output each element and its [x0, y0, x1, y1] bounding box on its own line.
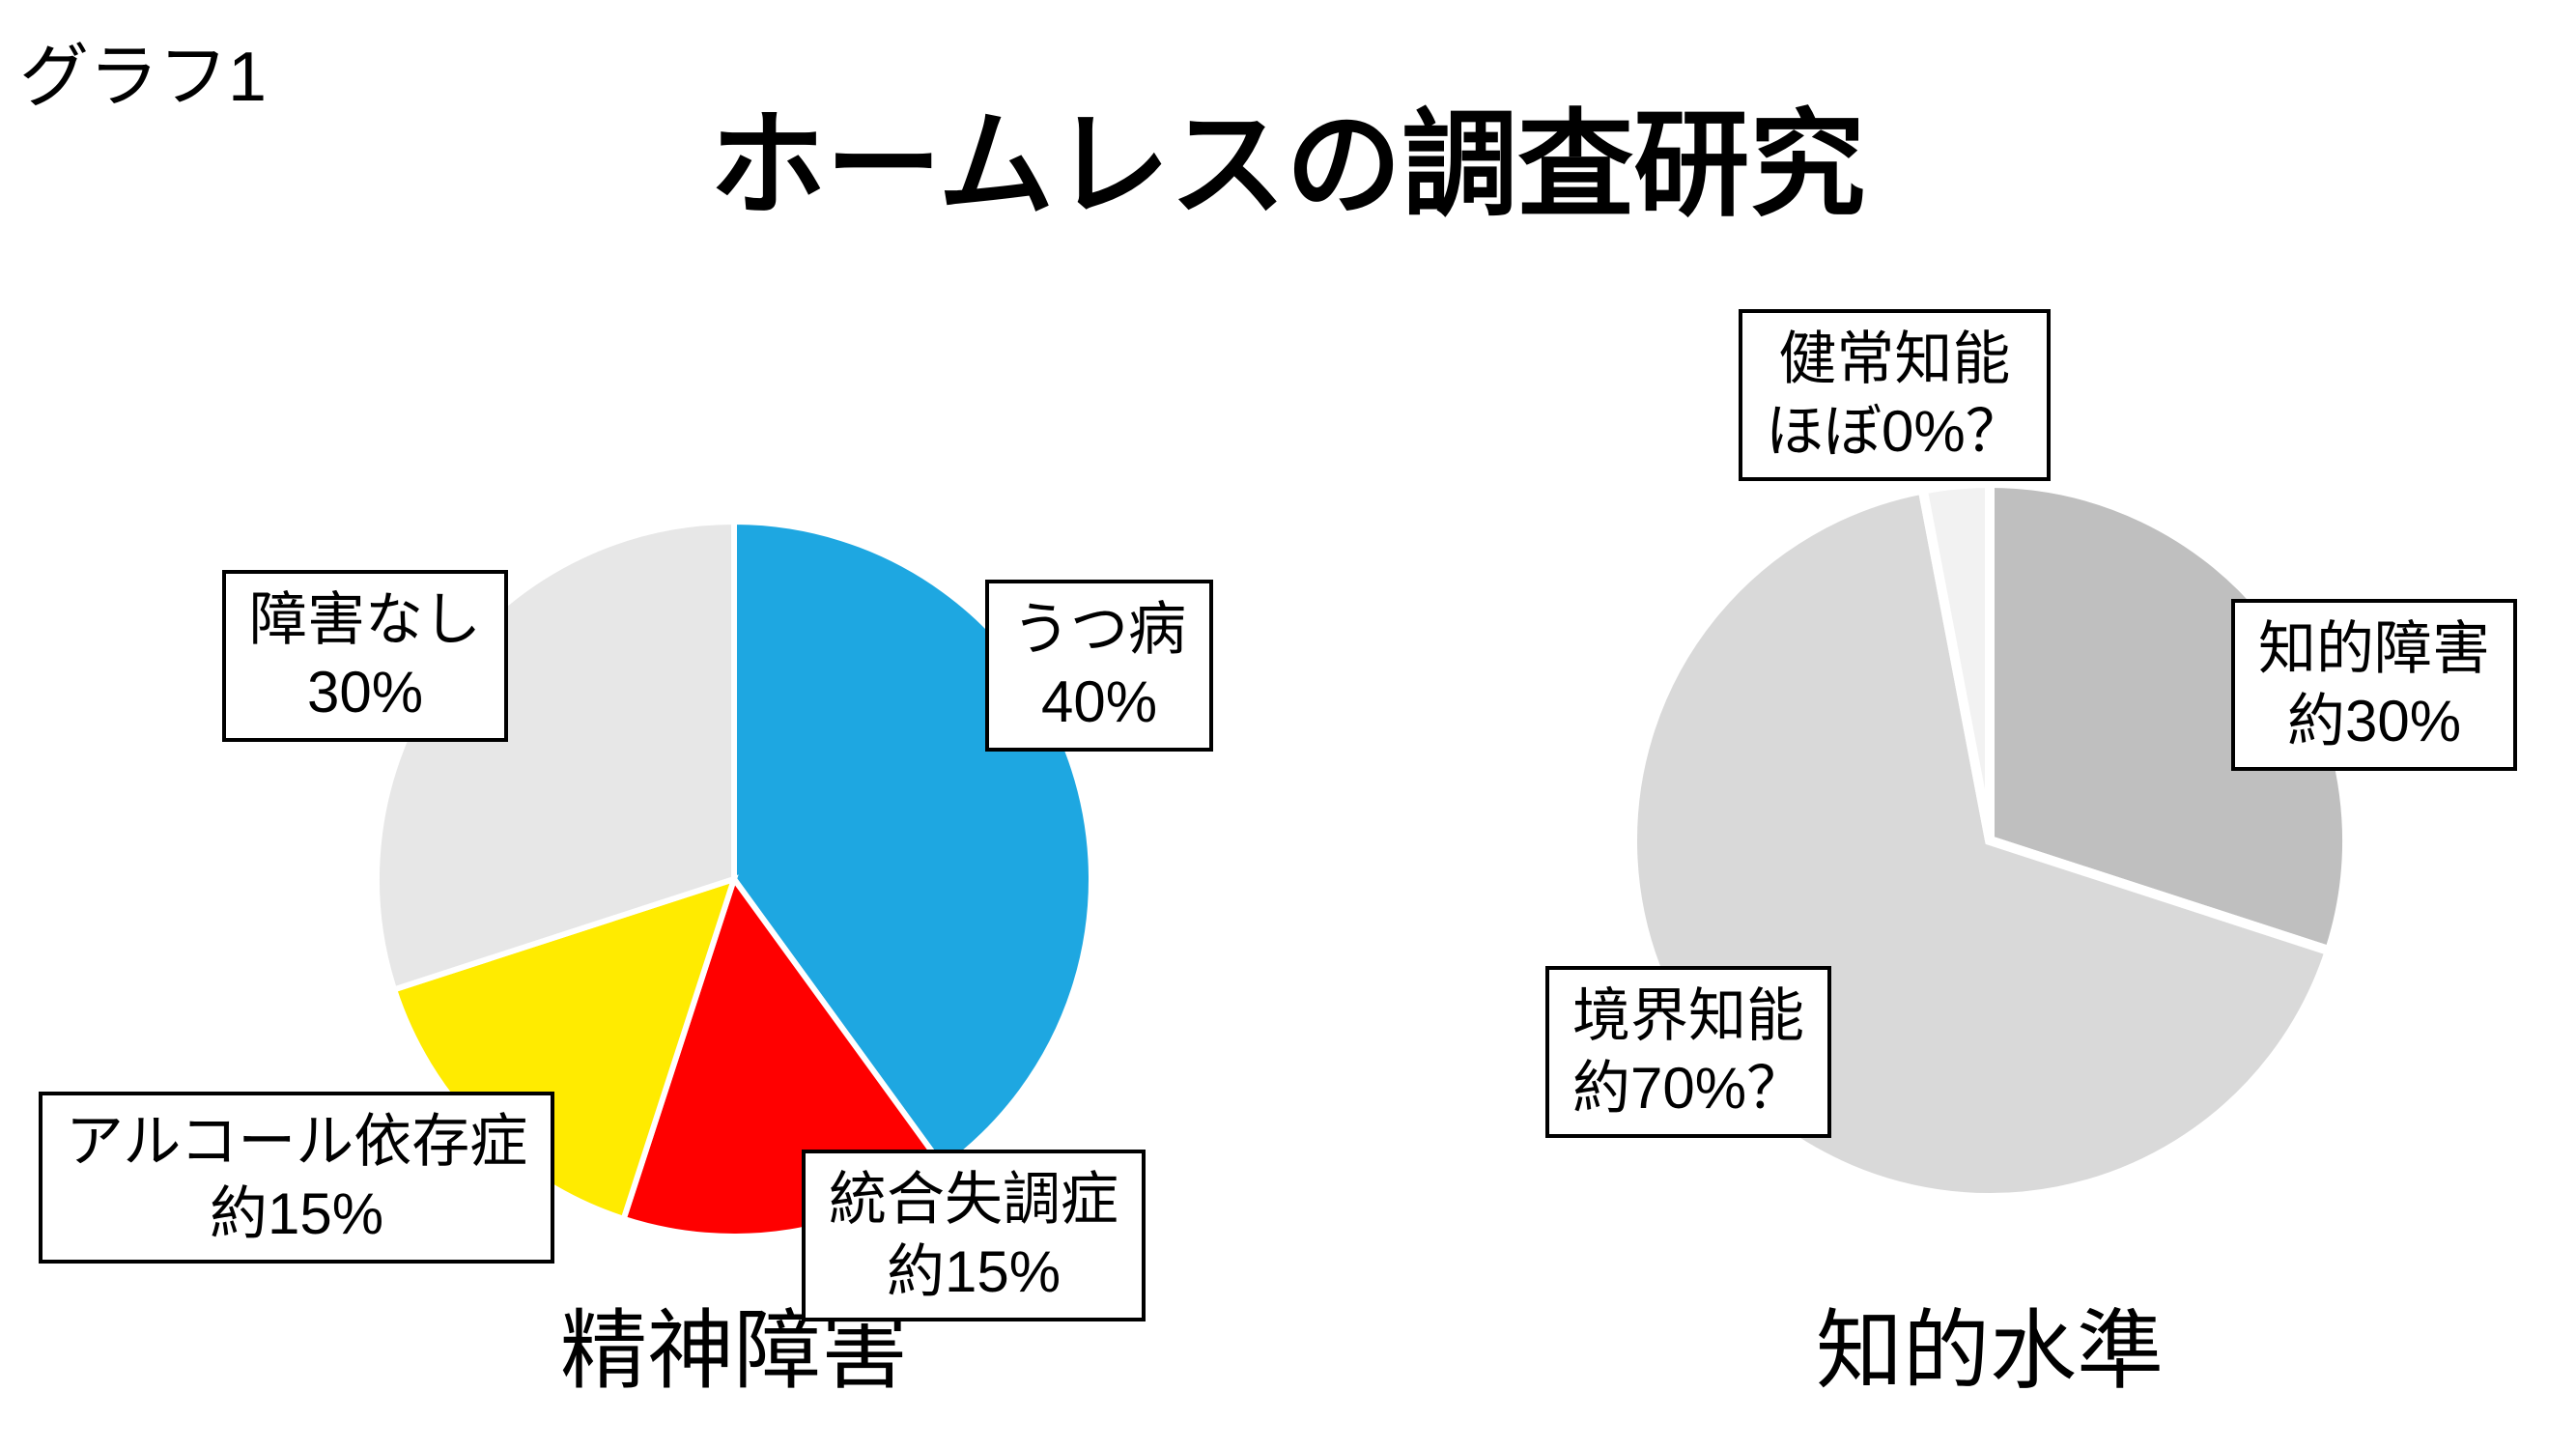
- slice-label-line: 30%: [307, 660, 423, 724]
- slice-label-line: ほぼ0%？: [1766, 399, 2024, 464]
- slice-label-line: 約30%: [2287, 689, 2461, 753]
- slice-label: 境界知能約70%？: [1545, 966, 1831, 1138]
- slice-label: うつ病 40%: [985, 580, 1213, 752]
- slice-label: 統合失調症約15%: [802, 1150, 1146, 1321]
- slice-label-line: 約15%: [210, 1181, 383, 1246]
- slice-label-line: 約70%？: [1572, 1056, 1804, 1121]
- chart-stage: グラフ1 ホームレスの調査研究 精神障害うつ病40%統合失調症約15%アルコール…: [0, 0, 2576, 1449]
- slice-label-line: アルコール依存症: [66, 1109, 527, 1174]
- slice-label-line: うつ病: [1012, 597, 1186, 662]
- slice-label-line: 統合失調症: [829, 1167, 1118, 1232]
- chart-subtitle-intellect: 知的水準: [1816, 1280, 2164, 1406]
- slice-label-line: 知的障害: [2258, 616, 2490, 681]
- slice-label: 健常知能ほぼ0%？: [1739, 309, 2051, 481]
- slice-label: 障害なし 30%: [222, 570, 508, 742]
- slice-label-line: 健常知能: [1778, 327, 2010, 391]
- corner-label: グラフ1: [19, 19, 267, 121]
- page-title: ホームレスの調査研究: [710, 71, 1865, 239]
- slice-label-line: 境界知能: [1572, 983, 1804, 1048]
- slice-label-line: 40%: [1041, 669, 1157, 734]
- slice-label-line: 障害なし: [249, 587, 481, 652]
- slice-label: 知的障害約30%: [2231, 599, 2517, 771]
- slice-label-line: 約15%: [887, 1239, 1061, 1304]
- slice-label: アルコール依存症約15%: [39, 1092, 554, 1264]
